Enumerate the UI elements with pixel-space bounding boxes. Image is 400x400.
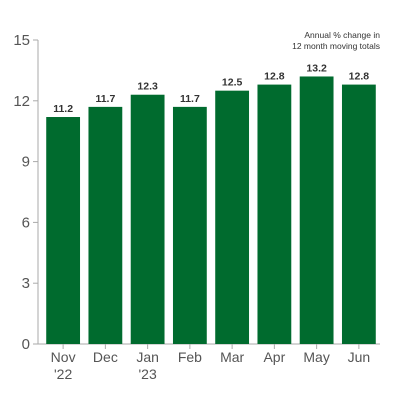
x-tick-label: Dec: [93, 349, 118, 365]
bar: [130, 94, 165, 344]
bar: [46, 117, 81, 344]
x-tick-label-year: '22: [54, 366, 72, 382]
bar-value-label: 12.5: [222, 77, 243, 89]
bar-value-label: 12.3: [137, 81, 158, 93]
x-tick-label: Jan: [136, 349, 159, 365]
bar-value-label: 12.8: [349, 71, 370, 83]
y-tick-label: 6: [22, 214, 30, 231]
y-tick-label: 12: [13, 93, 30, 110]
x-tick-label: Nov: [51, 349, 76, 365]
y-tick-label: 0: [22, 336, 30, 353]
bar: [341, 84, 376, 344]
x-tick-label: Feb: [178, 349, 202, 365]
x-tick-label: Apr: [263, 349, 285, 365]
bar-value-label: 13.2: [306, 62, 327, 74]
bar: [257, 84, 292, 344]
x-tick-label: May: [303, 349, 329, 365]
x-axis: Nov'22 Dec Jan'23 Feb Mar Apr May Jun: [38, 343, 380, 382]
x-tick-label: Jun: [348, 349, 371, 365]
y-tick-label: 3: [22, 275, 30, 292]
bars: [46, 76, 376, 345]
x-tick-label-year: '23: [139, 366, 157, 382]
bar: [299, 76, 334, 344]
bar: [88, 106, 123, 344]
bar-value-label: 11.2: [53, 103, 73, 115]
bar-value-label: 11.7: [180, 93, 200, 105]
data-labels: 11.2 11.7 12.3 11.7 12.5 12.8 13.2 12.8: [53, 62, 369, 115]
bar: [172, 106, 207, 344]
bar-value-label: 11.7: [95, 93, 115, 105]
chart-note-line-1: Annual % change in: [304, 30, 380, 40]
y-tick-label: 9: [22, 154, 30, 171]
bar: [215, 90, 250, 345]
x-tick-label: Mar: [220, 349, 244, 365]
chart-note-line-2: 12 month moving totals: [292, 41, 380, 51]
bar-value-label: 12.8: [264, 71, 285, 83]
y-tick-label: 15: [13, 32, 30, 49]
y-axis: 0 3 6 9 12 15: [13, 32, 39, 353]
